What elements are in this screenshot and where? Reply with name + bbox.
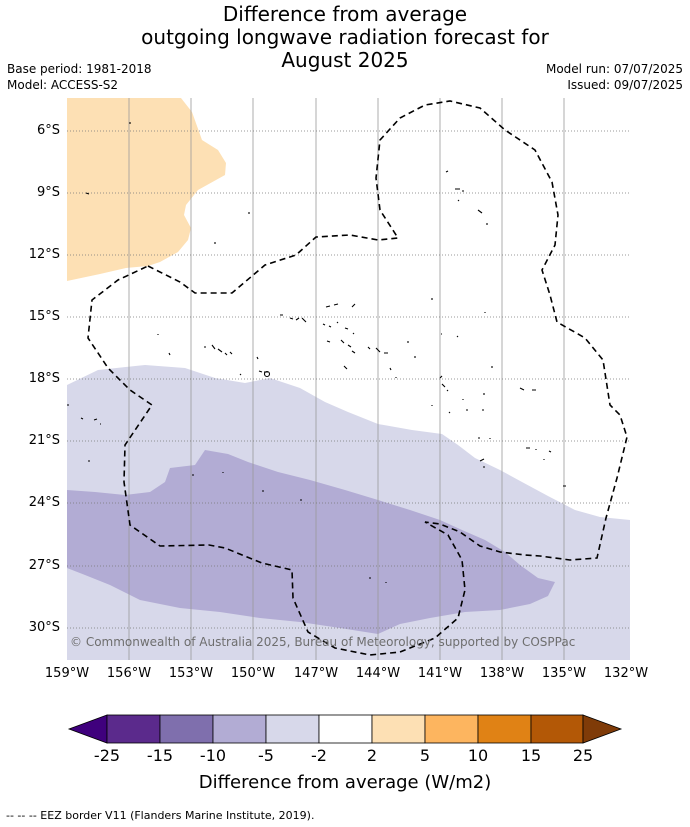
latitude-lines (67, 130, 630, 629)
colorbar-bin (212, 714, 267, 744)
lon-label: 147°W (293, 666, 339, 681)
lon-label: 141°W (417, 666, 463, 681)
colorbar-bin (106, 714, 161, 744)
model-name: Model: ACCESS-S2 (7, 78, 119, 92)
colorbar-bin (424, 714, 479, 744)
islands (67, 122, 566, 583)
colorbar-tick: 2 (366, 746, 378, 765)
colorbar-tick: 10 (467, 746, 489, 765)
base-period: Base period: 1981-2018 (7, 62, 152, 76)
negative-anomaly-region-mid (67, 450, 555, 634)
copyright-notice: © Commonwealth of Australia 2025, Bureau… (70, 635, 576, 649)
colorbar-tick: 25 (572, 746, 594, 765)
colorbar-bin (530, 714, 584, 744)
lon-label: 144°W (355, 666, 401, 681)
title-line-3: August 2025 (281, 48, 409, 72)
lat-label: 21°S (28, 433, 60, 448)
lat-label: 12°S (28, 247, 60, 262)
lat-label: 18°S (28, 371, 60, 386)
lat-label: 6°S (36, 123, 60, 138)
colorbar-tick: 5 (419, 746, 431, 765)
colorbar-bin (265, 714, 320, 744)
lat-label: 9°S (36, 185, 60, 200)
colorbar-arrow-left (67, 714, 108, 744)
colorbar-bin (159, 714, 214, 744)
eez-border (87, 100, 628, 656)
lon-label: 156°W (106, 666, 152, 681)
lat-label: 30°S (28, 620, 60, 635)
lon-label: 135°W (541, 666, 587, 681)
colorbar-title: Difference from average (W/m2) (198, 772, 492, 793)
colorbar-tick: -10 (199, 746, 227, 765)
colorbar-arrow-right (582, 714, 623, 744)
title-line-2: outgoing longwave radiation forecast for (141, 25, 549, 49)
lon-label: 138°W (479, 666, 525, 681)
lon-label: 159°W (44, 666, 90, 681)
colorbar-bin (318, 714, 373, 744)
lat-label: 15°S (28, 309, 60, 324)
colorbar-tick: -15 (146, 746, 174, 765)
colorbar-tick: -5 (258, 746, 274, 765)
colorbar-tick: 15 (520, 746, 542, 765)
lat-label: 27°S (28, 558, 60, 573)
lon-label: 132°W (603, 666, 649, 681)
issued-date: Issued: 09/07/2025 (567, 78, 683, 92)
colorbar-bin (371, 714, 426, 744)
lat-label: 24°S (28, 495, 60, 510)
positive-anomaly-region (67, 98, 226, 281)
colorbar-tick: -2 (311, 746, 327, 765)
lon-label: 150°W (230, 666, 276, 681)
colorbar-tick: -25 (93, 746, 121, 765)
colorbar-bin (477, 714, 532, 744)
eez-footnote: -- -- -- EEZ border V11 (Flanders Marine… (6, 809, 315, 822)
colorbar (67, 714, 623, 744)
model-run: Model run: 07/07/2025 (545, 62, 683, 76)
lon-label: 153°W (168, 666, 214, 681)
title-line-1: Difference from average (222, 2, 468, 26)
